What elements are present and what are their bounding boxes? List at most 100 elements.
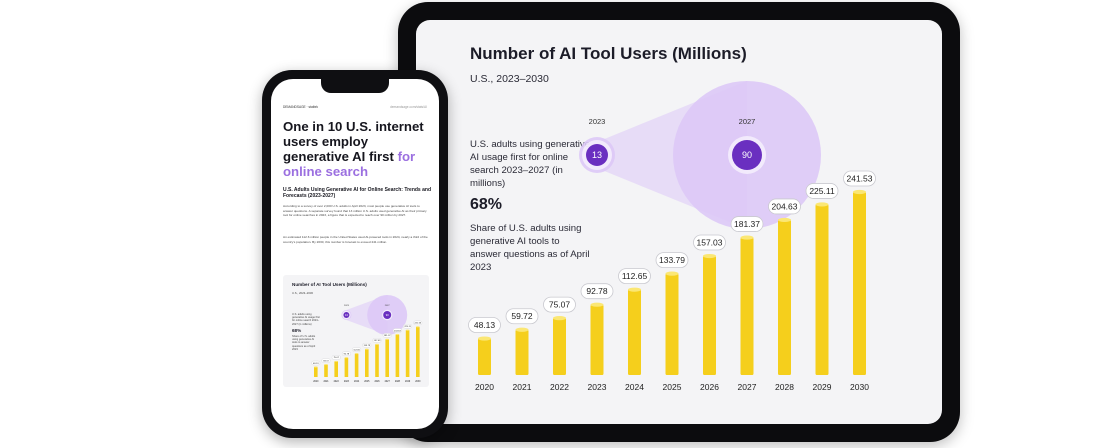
tick-label-2025: 2025 bbox=[663, 382, 682, 392]
bar-2028 bbox=[395, 334, 400, 377]
data-label-2023: 92.78 bbox=[586, 286, 608, 296]
phone-screen: DEMANDSAGE · statbrk demandsage.com/stat… bbox=[271, 79, 439, 429]
bar-cap-2025 bbox=[365, 348, 369, 350]
value-pill-2020 bbox=[311, 360, 321, 366]
bar-cap-2026 bbox=[375, 343, 379, 345]
data-label-2021: 59.72 bbox=[511, 311, 533, 321]
bar-2020 bbox=[478, 338, 491, 375]
bar-cap-2025 bbox=[665, 271, 679, 276]
bar-2026 bbox=[375, 344, 379, 377]
callout-year-2027: 2027 bbox=[739, 117, 756, 126]
bar-cap-2023 bbox=[590, 302, 604, 307]
tick-label-2024: 2024 bbox=[354, 381, 360, 383]
data-label-2024: 112.65 bbox=[353, 349, 360, 351]
tick-label-2029: 2029 bbox=[813, 382, 832, 392]
bar-cap-2030 bbox=[416, 326, 420, 328]
article-subheading: U.S. Adults Using Generative AI for Onli… bbox=[283, 187, 431, 199]
tick-label-2027: 2027 bbox=[738, 382, 757, 392]
data-label-2023: 92.78 bbox=[344, 354, 350, 356]
bar-cap-2022 bbox=[334, 360, 338, 362]
value-pill-2030 bbox=[843, 170, 876, 187]
bar-2027 bbox=[385, 339, 389, 377]
bar-2025 bbox=[365, 349, 369, 377]
data-label-2022: 75.07 bbox=[549, 300, 571, 310]
value-pill-2027 bbox=[730, 216, 764, 232]
callout-year-2023: 2023 bbox=[589, 117, 606, 126]
tablet-device: Number of AI Tool Users (Millions) U.S.,… bbox=[398, 2, 960, 442]
bar-cap-2029 bbox=[405, 329, 410, 331]
bar-2024 bbox=[354, 353, 359, 377]
value-pill-2021 bbox=[505, 308, 539, 325]
value-pill-2027 bbox=[382, 333, 392, 338]
callout-value-2027: 90 bbox=[742, 150, 752, 160]
stat-value: 68% bbox=[470, 196, 503, 213]
value-pill-2023 bbox=[580, 283, 614, 300]
value-pill-2026 bbox=[693, 234, 726, 251]
phone-notch bbox=[321, 79, 389, 93]
value-pill-2022 bbox=[543, 296, 576, 313]
value-pill-2025 bbox=[362, 343, 372, 348]
data-label-2022: 75.07 bbox=[333, 357, 339, 359]
bar-cap-2028 bbox=[778, 217, 791, 223]
article-headline: One in 10 U.S. internet users employ gen… bbox=[283, 119, 433, 179]
brand-logo: DEMANDSAGE · statbrk bbox=[283, 105, 319, 109]
callout-dot-2023 bbox=[343, 312, 350, 318]
callout-year-2023: 2023 bbox=[344, 305, 350, 307]
tick-label-2027: 2027 bbox=[385, 381, 391, 383]
mini-chart-description: U.S. adults using generative AI usage fi… bbox=[292, 313, 320, 326]
callout-connector bbox=[346, 295, 388, 335]
callout-dot-2027 bbox=[732, 140, 762, 170]
data-label-2028: 204.63 bbox=[394, 330, 401, 332]
article-body-1: According to a survey of over 2,000 U.S.… bbox=[283, 204, 427, 218]
data-label-2026: 157.03 bbox=[374, 340, 381, 342]
value-pill-2021 bbox=[321, 358, 331, 363]
tick-label-2024: 2024 bbox=[625, 382, 644, 392]
data-label-2025: 133.79 bbox=[363, 345, 370, 347]
bar-cap-2028 bbox=[395, 333, 400, 336]
mini-stat-description: Share of U.S. adults using generative AI… bbox=[292, 335, 316, 351]
tick-label-2030: 2030 bbox=[850, 382, 869, 392]
callout-description: U.S. adults using generative AI usage fi… bbox=[470, 139, 590, 189]
mini-chart-title: Number of AI Tool Users (Millions) bbox=[292, 282, 367, 287]
value-pill-2020 bbox=[468, 317, 501, 333]
tablet-screen: Number of AI Tool Users (Millions) U.S.,… bbox=[416, 20, 942, 424]
stat-description: Share of U.S. adults using generative AI… bbox=[470, 223, 590, 273]
bar-2030 bbox=[853, 191, 866, 375]
bar-2025 bbox=[665, 273, 679, 375]
tick-label-2020: 2020 bbox=[313, 381, 319, 383]
article-body-2: An estimated 112.6 million people in the… bbox=[283, 235, 428, 244]
bar-cap-2024 bbox=[354, 353, 359, 355]
value-pill-2022 bbox=[331, 355, 341, 360]
callout-value-2023: 13 bbox=[345, 313, 348, 317]
tick-label-2028: 2028 bbox=[775, 382, 794, 392]
tick-label-2026: 2026 bbox=[700, 382, 719, 392]
bar-cap-2026 bbox=[703, 253, 716, 259]
value-pill-2024 bbox=[352, 347, 362, 352]
data-label-2021: 59.72 bbox=[323, 360, 329, 362]
tick-label-2026: 2026 bbox=[374, 381, 380, 383]
data-label-2030: 241.53 bbox=[847, 173, 873, 183]
bar-cap-2027 bbox=[385, 338, 389, 340]
tick-label-2025: 2025 bbox=[364, 381, 370, 383]
mini-chart-subtitle: U.S., 2023–2030 bbox=[292, 291, 313, 295]
bar-2022 bbox=[334, 361, 338, 377]
mini-bar-chart: 13 2023 90 2027 48.13 2020 59.72 2021 75.07 2022 9… bbox=[311, 295, 423, 383]
data-label-2020: 48.13 bbox=[313, 363, 319, 365]
bar-2021 bbox=[324, 364, 328, 377]
bar-2024 bbox=[628, 289, 641, 375]
mini-stat-value: 68% bbox=[292, 328, 302, 333]
bar-2029 bbox=[405, 330, 410, 377]
bar-2030 bbox=[416, 326, 420, 377]
bar-2023 bbox=[344, 357, 349, 377]
bar-cap-2023 bbox=[344, 357, 349, 359]
data-label-2027: 181.37 bbox=[734, 219, 760, 229]
bar-cap-2020 bbox=[478, 336, 491, 341]
data-label-2029: 225.11 bbox=[404, 326, 411, 328]
bar-cap-2022 bbox=[553, 316, 566, 321]
bar-2028 bbox=[778, 219, 791, 375]
bar-2020 bbox=[314, 367, 318, 377]
callout-year-2027: 2027 bbox=[385, 305, 391, 307]
value-pill-2028 bbox=[392, 328, 402, 333]
phone-device: DEMANDSAGE · statbrk demandsage.com/stat… bbox=[262, 70, 448, 438]
tick-label-2028: 2028 bbox=[395, 381, 401, 383]
